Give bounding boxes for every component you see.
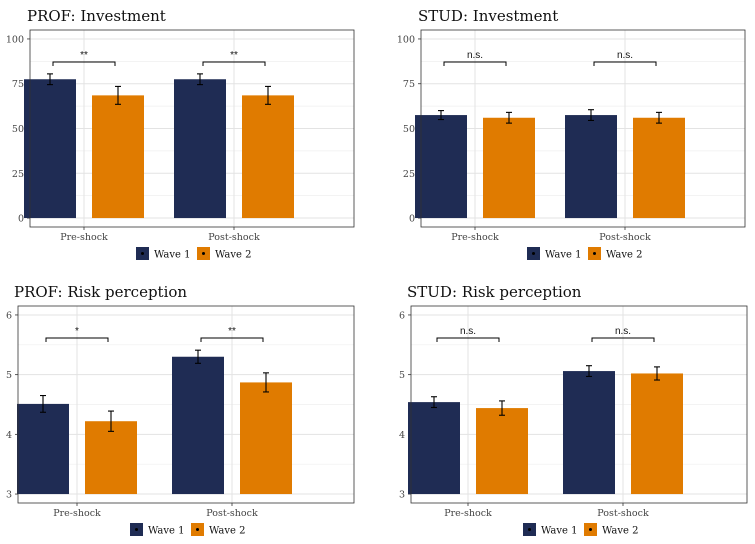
significance-bracket [436,337,500,342]
significance-bracket [200,337,264,342]
significance-label: ** [228,326,236,337]
legend-label: Wave 2 [209,526,245,537]
y-tick-label: 50 [12,124,24,135]
bar [631,373,683,495]
x-tick-label: Post-shock [208,232,260,243]
y-tick-label: 5 [399,370,405,381]
y-tick-label: 100 [397,34,415,45]
y-tick-label: 3 [399,490,405,501]
y-tick-label: 4 [399,430,405,441]
significance-bracket [202,61,266,66]
bar [92,95,144,219]
legend-point [135,528,138,531]
panel-1: PROF: Investment 0 25 50 75 100 ** ** Pre-shock P… [6,7,355,261]
legend-label: Wave 1 [541,526,577,537]
significance-label: n.s. [615,326,631,337]
bar [415,115,467,219]
bar [408,402,460,495]
panel-frame [17,305,355,504]
significance-label: n.s. [617,50,633,61]
panel-title: PROF: Investment [27,7,166,25]
significance-bracket [45,337,109,342]
legend-label: Wave 1 [545,250,581,261]
panel-title: STUD: Investment [418,7,558,25]
x-tick-label: Post-shock [599,232,651,243]
panel-frame [420,29,746,228]
bar [563,371,615,495]
legend-label: Wave 2 [606,250,642,261]
bar [476,408,528,495]
legend-label: Wave 1 [154,250,190,261]
y-tick-label: 4 [6,430,12,441]
bar [85,421,137,495]
bar [24,79,76,219]
significance-label: n.s. [460,326,476,337]
y-tick-label: 75 [403,79,415,90]
panel-frame [29,29,355,228]
significance-label: ** [230,50,238,61]
significance-label: n.s. [467,50,483,61]
x-tick-label: Pre-shock [451,232,499,243]
bar [565,115,617,219]
bar [483,117,535,219]
bar [172,356,224,495]
y-tick-label: 3 [6,490,12,501]
legend-point [202,252,205,255]
legend: Wave 1 Wave 2 [527,247,642,261]
x-tick-label: Post-shock [597,508,649,519]
significance-label: ** [80,50,88,61]
x-tick-label: Pre-shock [53,508,101,519]
y-tick-label: 25 [403,169,415,180]
legend-point [528,528,531,531]
bar [240,382,292,495]
bar [17,403,69,495]
y-tick-label: 0 [18,214,24,225]
legend: Wave 1 Wave 2 [130,523,245,537]
legend-point [532,252,535,255]
bar [174,79,226,219]
legend: Wave 1 Wave 2 [523,523,638,537]
legend-label: Wave 1 [148,526,184,537]
y-tick-label: 6 [6,310,12,321]
significance-bracket [591,337,655,342]
y-tick-label: 100 [6,34,24,45]
significance-bracket [52,61,116,66]
x-tick-label: Post-shock [206,508,258,519]
y-tick-label: 6 [399,310,405,321]
bar [242,95,294,219]
legend-label: Wave 2 [602,526,638,537]
significance-bracket [593,61,657,66]
y-tick-label: 0 [409,214,415,225]
y-tick-label: 25 [12,169,24,180]
x-tick-label: Pre-shock [60,232,108,243]
legend-point [593,252,596,255]
y-tick-label: 5 [6,370,12,381]
y-tick-label: 75 [12,79,24,90]
significance-label: * [75,326,79,337]
panel-frame [410,305,748,504]
x-tick-label: Pre-shock [444,508,492,519]
panel-title: STUD: Risk perception [407,283,582,301]
legend: Wave 1 Wave 2 [136,247,251,261]
panel-4: STUD: Risk perception 3 4 5 6 n.s. n.s. Pre-sho… [399,283,748,537]
y-tick-label: 50 [403,124,415,135]
panel-2: STUD: Investment 0 25 50 75 100 n.s. n.s. Pre-sh… [397,7,746,261]
legend-point [196,528,199,531]
panel-title: PROF: Risk perception [14,283,187,301]
significance-bracket [443,61,507,66]
legend-label: Wave 2 [215,250,251,261]
bar [633,117,685,219]
legend-point [589,528,592,531]
legend-point [141,252,144,255]
